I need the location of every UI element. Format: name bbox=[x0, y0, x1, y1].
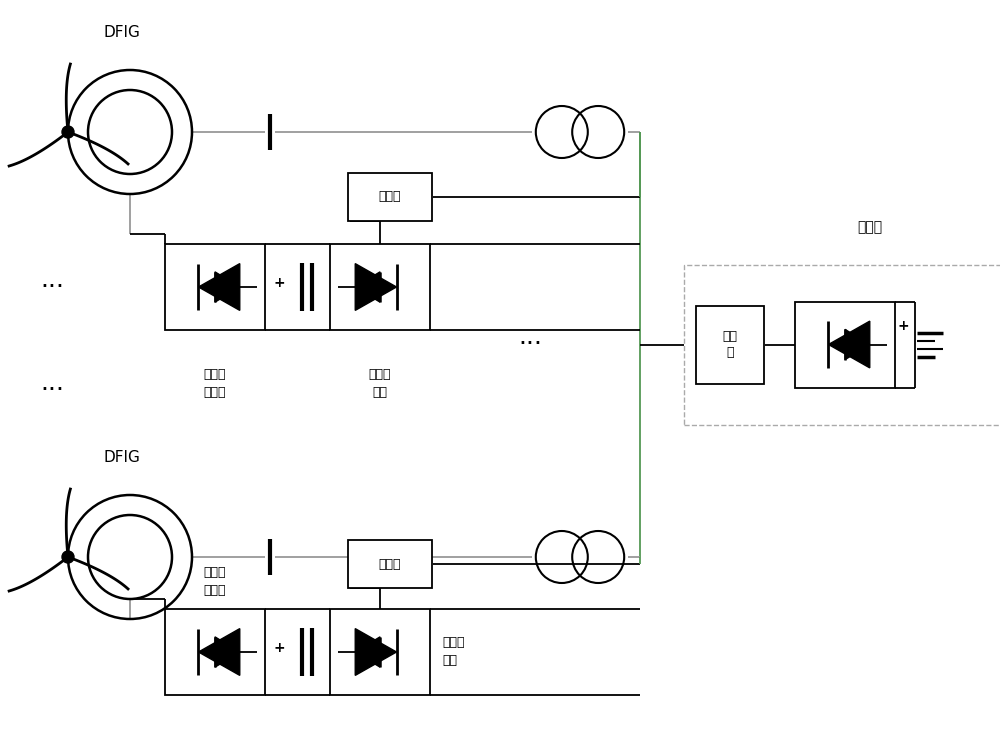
Polygon shape bbox=[355, 629, 397, 676]
Polygon shape bbox=[215, 637, 240, 667]
Circle shape bbox=[62, 551, 74, 563]
Polygon shape bbox=[198, 264, 240, 310]
Text: DFIG: DFIG bbox=[104, 450, 140, 465]
Bar bbox=[165, 609, 265, 695]
Text: 转子侧
变流器: 转子侧 变流器 bbox=[204, 368, 226, 399]
Polygon shape bbox=[355, 272, 380, 302]
Text: 滤波器: 滤波器 bbox=[379, 558, 401, 570]
Text: 网侧变
流器: 网侧变 流器 bbox=[369, 368, 391, 399]
Text: 送端站: 送端站 bbox=[857, 220, 883, 234]
Polygon shape bbox=[828, 321, 870, 368]
Polygon shape bbox=[355, 264, 397, 310]
Polygon shape bbox=[355, 637, 380, 667]
Circle shape bbox=[62, 126, 74, 138]
Polygon shape bbox=[215, 272, 240, 302]
Text: +: + bbox=[274, 641, 285, 655]
Text: +: + bbox=[897, 319, 909, 334]
Bar bbox=[348, 173, 432, 221]
Text: 滤波
器: 滤波 器 bbox=[722, 331, 738, 359]
Bar bbox=[330, 244, 430, 330]
Bar bbox=[684, 264, 1000, 425]
Text: ···: ··· bbox=[40, 275, 64, 299]
Polygon shape bbox=[198, 629, 240, 676]
Text: 滤波器: 滤波器 bbox=[379, 190, 401, 203]
Text: +: + bbox=[274, 276, 285, 290]
Bar bbox=[165, 244, 265, 330]
Text: ···: ··· bbox=[518, 332, 542, 356]
Bar bbox=[795, 302, 895, 387]
Text: ···: ··· bbox=[40, 378, 64, 401]
Polygon shape bbox=[845, 329, 870, 359]
Text: 转子侧
变流器: 转子侧 变流器 bbox=[204, 566, 226, 597]
Text: DFIG: DFIG bbox=[104, 25, 140, 40]
Bar bbox=[330, 609, 430, 695]
Bar bbox=[348, 540, 432, 588]
Text: 网侧变
流器: 网侧变 流器 bbox=[442, 637, 464, 668]
Bar bbox=[696, 305, 764, 384]
